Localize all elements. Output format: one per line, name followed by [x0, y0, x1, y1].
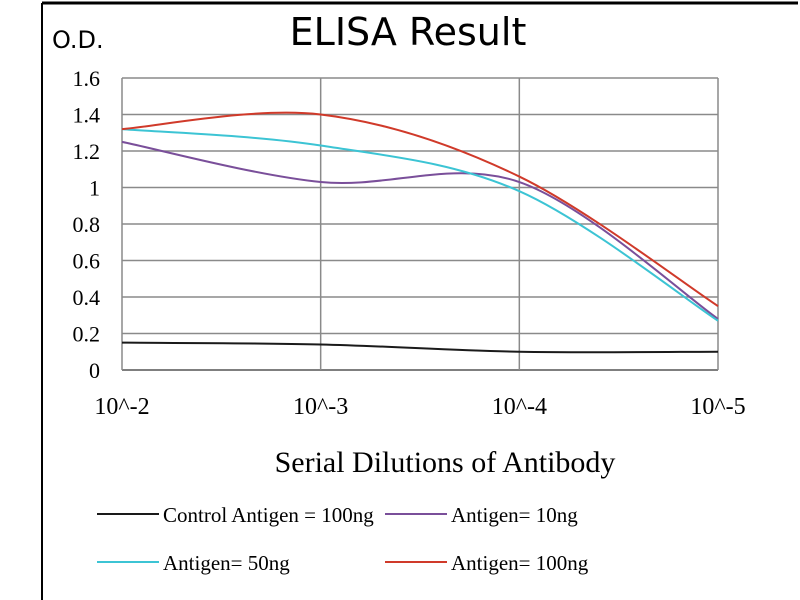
x-tick-label: 10^-2 — [94, 394, 149, 420]
chart-title: ELISA Result — [290, 10, 527, 54]
x-tick-label: 10^-4 — [492, 394, 547, 420]
series-line-0 — [121, 341, 719, 354]
legend-label: Antigen= 100ng — [451, 551, 589, 575]
series-line-2 — [121, 128, 719, 322]
legend-label: Antigen= 50ng — [163, 551, 290, 575]
legend-label: Antigen= 10ng — [451, 503, 578, 527]
y-tick-label: 0.6 — [73, 249, 101, 274]
y-tick-label: 1.4 — [73, 103, 101, 128]
y-tick-label: 0.2 — [73, 322, 101, 347]
x-tick-label: 10^-5 — [690, 394, 745, 420]
y-tick-label: 0.8 — [73, 212, 101, 237]
y-tick-label: 1.6 — [73, 66, 101, 91]
y-tick-label: 1 — [89, 176, 100, 201]
y-tick-label: 0 — [89, 358, 100, 383]
y-tick-label: 0.4 — [73, 285, 101, 310]
series-line-3 — [121, 111, 719, 307]
x-tick-label: 10^-3 — [293, 394, 348, 420]
legend-label: Control Antigen = 100ng — [163, 503, 374, 527]
y-tick-label: 1.2 — [73, 139, 101, 164]
y-axis-label: O.D. — [52, 26, 104, 54]
series-line-1 — [121, 140, 719, 320]
x-axis-label: Serial Dilutions of Antibody — [275, 446, 616, 479]
